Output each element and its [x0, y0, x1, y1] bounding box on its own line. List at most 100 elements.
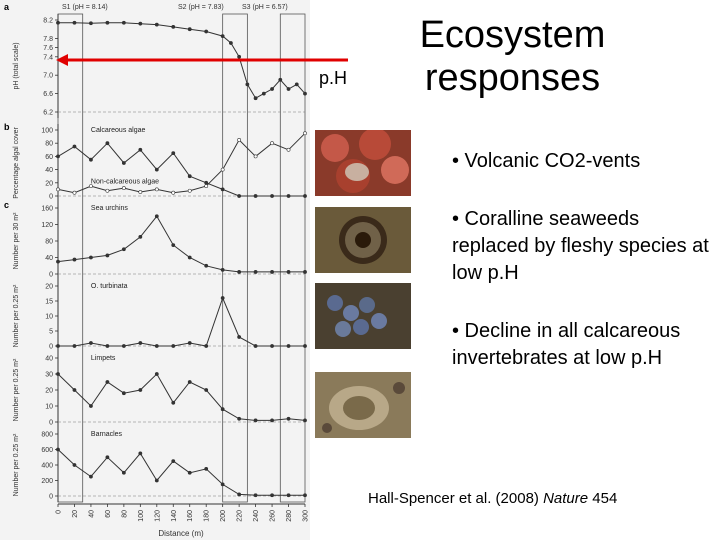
data-point [56, 447, 60, 452]
y-tick-label: 30 [45, 372, 53, 379]
data-point [270, 87, 274, 91]
data-point [204, 184, 209, 189]
data-point [253, 493, 258, 498]
y-tick-label: 7.6 [43, 45, 53, 52]
data-point [303, 91, 307, 96]
data-point [270, 194, 274, 198]
data-point [286, 87, 291, 91]
y-tick-label: 400 [41, 463, 53, 470]
data-point [89, 157, 93, 162]
data-point [286, 344, 291, 348]
data-point [171, 344, 176, 348]
data-point [171, 190, 176, 195]
station-label: S2 (pH = 7.83) [178, 4, 224, 11]
series-label: Sea urchins [91, 205, 128, 212]
series-line-sea-urchins [57, 215, 305, 273]
data-point [204, 29, 209, 34]
y-axis-label: pH (total scale) [13, 42, 20, 89]
y-axis-label: Number per 0.25 m² [13, 358, 20, 421]
series-label: Limpets [91, 355, 116, 362]
data-point [72, 344, 77, 348]
x-tick-label: 240 [253, 510, 260, 522]
series-label: O. turbinata [91, 283, 128, 290]
ph-label: p.H [319, 68, 348, 88]
x-tick-label: 20 [72, 510, 79, 518]
data-point [220, 267, 225, 272]
snails-photo [315, 283, 411, 349]
data-point [303, 194, 307, 198]
data-point [72, 190, 77, 195]
data-point [286, 147, 291, 152]
series-line-o-turbinata [58, 296, 305, 347]
data-point [253, 96, 258, 101]
data-point [286, 194, 291, 198]
panel-letter: a [4, 2, 10, 12]
data-point [171, 151, 176, 156]
y-axis-label: Number per 30 m² [13, 212, 20, 269]
y-tick-label: 40 [45, 255, 53, 262]
y-tick-label: 15 [45, 299, 53, 306]
y-tick-label: 40 [45, 167, 53, 174]
x-tick-label: 80 [121, 510, 128, 518]
y-tick-label: 7.4 [43, 54, 53, 61]
data-point [171, 400, 176, 405]
series-label: Barnacles [91, 431, 123, 438]
data-point [237, 492, 242, 497]
data-point [154, 22, 159, 27]
data-point [228, 41, 233, 45]
bullet-volcanic-vents: • Volcanic CO2-vents [452, 150, 641, 172]
data-point [154, 187, 159, 192]
data-point [187, 27, 192, 32]
data-point [154, 214, 159, 219]
data-point [89, 21, 93, 26]
data-point [303, 344, 307, 348]
y-tick-label: 0 [49, 194, 53, 201]
x-tick-label: 180 [204, 510, 211, 522]
data-point [303, 418, 307, 423]
series-line-non-calcareous-algae [57, 132, 306, 194]
y-tick-label: 8.2 [43, 18, 53, 25]
slide-title: Ecosystem responses [419, 14, 606, 99]
data-point [72, 20, 77, 25]
y-tick-label: 80 [45, 141, 53, 148]
data-point [72, 257, 77, 262]
data-point [121, 161, 126, 165]
data-point [294, 82, 299, 87]
data-point [220, 407, 225, 412]
data-point [253, 270, 258, 274]
data-point [187, 380, 192, 384]
data-point [89, 341, 93, 345]
data-point [253, 194, 258, 198]
data-point [72, 463, 77, 467]
y-tick-label: 600 [41, 447, 53, 454]
data-point [204, 180, 209, 185]
y-tick-label: 20 [45, 284, 53, 291]
coralline-algae-photo [315, 130, 411, 196]
limpet-photo [315, 372, 411, 438]
data-point [253, 418, 258, 423]
data-point [56, 187, 60, 192]
citation-journal: Nature [543, 490, 589, 507]
series-line-limpets [57, 373, 306, 421]
y-tick-label: 6.6 [43, 91, 53, 98]
x-tick-label: 60 [105, 510, 112, 518]
data-point [270, 493, 274, 498]
data-point [89, 404, 93, 408]
data-point [237, 137, 242, 142]
data-point [270, 344, 274, 348]
y-tick-label: 120 [41, 222, 53, 229]
data-point [121, 391, 126, 396]
data-point [187, 341, 192, 345]
data-point [303, 270, 307, 274]
data-point [121, 20, 126, 25]
data-point [138, 21, 143, 26]
y-tick-label: 60 [45, 154, 53, 161]
y-tick-label: 6.2 [43, 110, 53, 117]
data-point [204, 263, 209, 268]
data-point [171, 243, 176, 248]
data-point [253, 154, 258, 159]
data-point [204, 344, 209, 348]
data-point [105, 380, 110, 384]
series-label: Non-calcareous algae [91, 178, 159, 185]
y-tick-label: 0 [49, 272, 53, 279]
